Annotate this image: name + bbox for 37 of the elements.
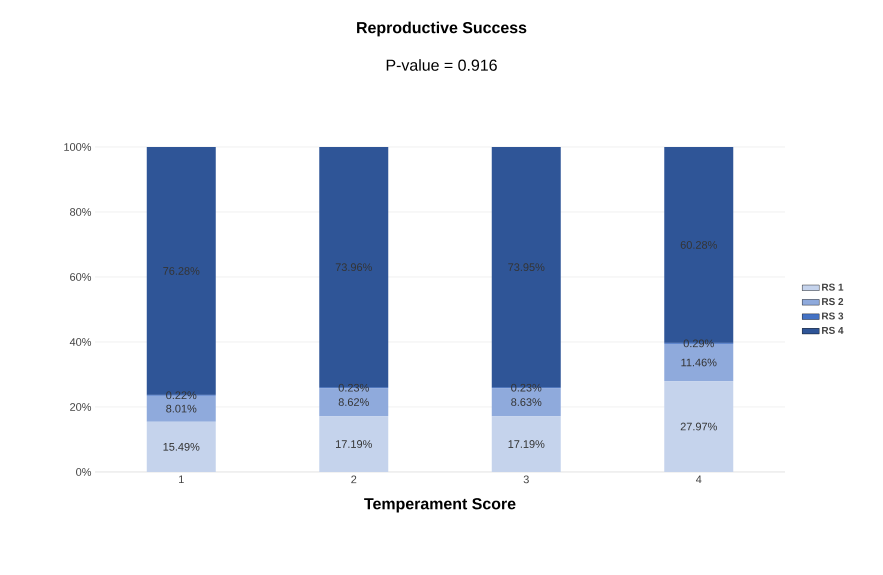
- data-label: 60.28%: [680, 241, 717, 249]
- bar: [492, 416, 561, 472]
- x-tick-label: 3: [524, 476, 529, 484]
- legend-label: RS 3: [822, 312, 844, 320]
- y-tick-label: 80%: [70, 208, 92, 216]
- bar: [146, 422, 216, 472]
- data-label: 17.19%: [336, 440, 372, 448]
- legend-label: RS 1: [822, 284, 844, 291]
- data-label: 15.49%: [164, 442, 200, 451]
- data-label: 17.19%: [508, 440, 544, 448]
- chart-subtitle: P-value = 0.916: [386, 59, 497, 71]
- y-tick-label: 0%: [76, 468, 92, 476]
- y-tick-label: 60%: [70, 273, 92, 281]
- y-tick-label: 40%: [70, 338, 92, 346]
- chart-title: Reproductive Success: [357, 22, 526, 36]
- y-tick-label: 100%: [64, 143, 92, 151]
- x-tick-label: 4: [696, 476, 702, 484]
- data-label: 76.28%: [163, 267, 200, 275]
- data-label: 8.01%: [166, 404, 196, 413]
- data-label: 0.29%: [684, 339, 714, 348]
- x-tick-label: 2: [351, 476, 356, 484]
- data-label: 0.22%: [166, 391, 196, 400]
- data-label: 8.62%: [338, 398, 369, 406]
- bar: [664, 381, 734, 472]
- x-tick-label: 1: [179, 476, 184, 484]
- x-axis-title: Temperament Score: [364, 498, 516, 513]
- data-label: 0.23%: [511, 384, 542, 392]
- data-label: 0.23%: [338, 384, 369, 392]
- data-label: 8.63%: [511, 398, 542, 406]
- data-label: 27.97%: [680, 422, 717, 430]
- data-label: 73.96%: [336, 263, 372, 272]
- bar: [319, 416, 388, 472]
- data-label: 11.46%: [681, 358, 717, 366]
- y-tick-label: 20%: [70, 403, 92, 411]
- legend-label: RS 2: [822, 298, 844, 306]
- legend-label: RS 4: [822, 326, 844, 334]
- data-label: 73.95%: [508, 263, 544, 272]
